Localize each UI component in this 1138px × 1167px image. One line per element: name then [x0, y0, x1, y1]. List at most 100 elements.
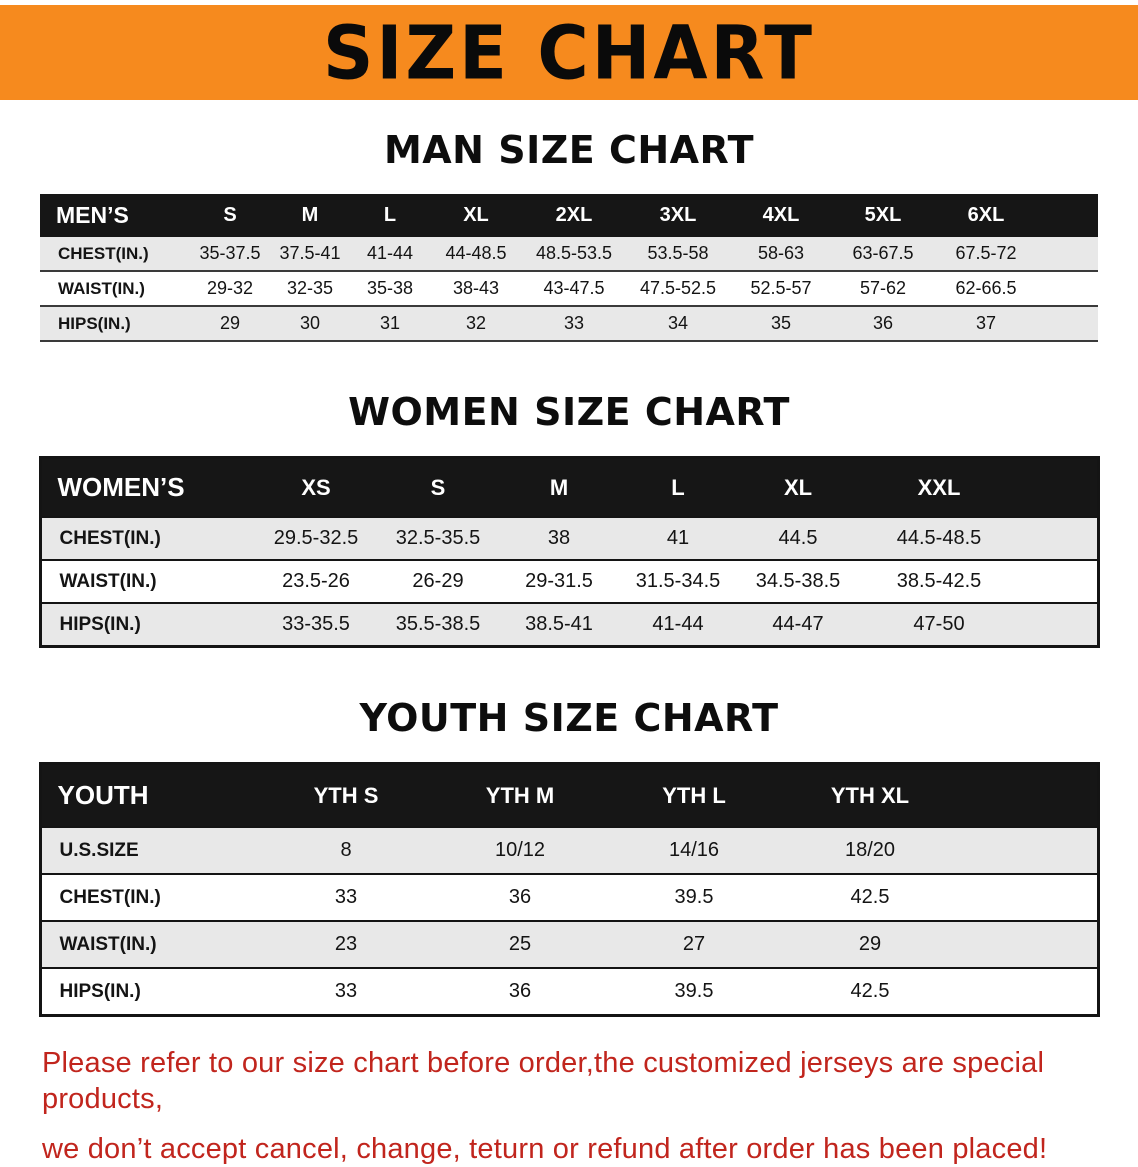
footer-disclaimer: Please refer to our size chart before or…	[42, 1045, 1138, 1167]
men-size-table: MEN’S S M L XL 2XL 3XL 4XL 5XL 6XL CHEST…	[40, 194, 1098, 342]
size-header-cell: 5XL	[832, 194, 934, 237]
size-value-cell: 39.5	[608, 967, 780, 1016]
filler-cell	[1019, 559, 1098, 603]
size-header-cell: S	[377, 457, 499, 517]
size-value-cell: 35-38	[350, 271, 430, 307]
size-value-cell: 41-44	[350, 237, 430, 272]
filler-cell	[1019, 602, 1098, 647]
filler-cell	[1019, 457, 1098, 517]
size-value-cell: 36	[432, 967, 608, 1016]
size-value-cell: 58-63	[730, 237, 832, 272]
filler-cell	[1038, 306, 1098, 342]
size-value-cell: 67.5-72	[934, 237, 1038, 272]
size-value-cell: 47.5-52.5	[626, 271, 730, 307]
size-header-cell: S	[190, 194, 270, 237]
size-value-cell: 29-32	[190, 271, 270, 307]
women-table-header-row: WOMEN’S XS S M L XL XXL	[40, 457, 1098, 517]
filler-cell	[1019, 516, 1098, 560]
size-value-cell: 39.5	[608, 873, 780, 921]
size-value-cell: 36	[432, 873, 608, 921]
size-value-cell: 29-31.5	[499, 559, 619, 603]
size-header-cell: YTH L	[608, 763, 780, 827]
filler-cell	[1038, 194, 1098, 237]
size-value-cell: 33	[522, 306, 626, 342]
women-hips-row: HIPS(IN.) 33-35.5 35.5-38.5 38.5-41 41-4…	[40, 602, 1098, 647]
size-value-cell: 34.5-38.5	[737, 559, 859, 603]
size-value-cell: 44-47	[737, 602, 859, 647]
filler-cell	[960, 967, 1098, 1016]
men-table-header-row: MEN’S S M L XL 2XL 3XL 4XL 5XL 6XL	[40, 194, 1098, 237]
men-hips-row: HIPS(IN.) 29 30 31 32 33 34 35 36 37	[40, 306, 1098, 342]
size-value-cell: 33-35.5	[255, 602, 377, 647]
size-value-cell: 26-29	[377, 559, 499, 603]
size-value-cell: 47-50	[859, 602, 1019, 647]
row-label-cell: WAIST(IN.)	[40, 920, 260, 968]
row-label-cell: U.S.SIZE	[40, 826, 260, 874]
row-label-cell: HIPS(IN.)	[40, 306, 190, 342]
size-value-cell: 57-62	[832, 271, 934, 307]
size-header-cell: M	[499, 457, 619, 517]
size-value-cell: 38	[499, 516, 619, 560]
men-chest-row: CHEST(IN.) 35-37.5 37.5-41 41-44 44-48.5…	[40, 237, 1098, 272]
size-value-cell: 31	[350, 306, 430, 342]
table-label-header: MEN’S	[40, 194, 190, 237]
disclaimer-line: we don’t accept cancel, change, teturn o…	[42, 1132, 1048, 1165]
size-header-cell: L	[350, 194, 430, 237]
size-value-cell: 29.5-32.5	[255, 516, 377, 560]
disclaimer-line: Please refer to our size chart before or…	[42, 1047, 1045, 1116]
row-label-cell: WAIST(IN.)	[40, 271, 190, 307]
size-value-cell: 63-67.5	[832, 237, 934, 272]
filler-cell	[960, 873, 1098, 921]
row-label-cell: CHEST(IN.)	[40, 516, 255, 560]
size-header-cell: YTH XL	[780, 763, 960, 827]
size-value-cell: 18/20	[780, 826, 960, 874]
size-value-cell: 29	[190, 306, 270, 342]
size-value-cell: 41	[619, 516, 737, 560]
size-chart-banner: SIZE CHART	[0, 5, 1138, 100]
size-value-cell: 42.5	[780, 873, 960, 921]
women-size-table: WOMEN’S XS S M L XL XXL CHEST(IN.) 29.5-…	[38, 456, 1100, 648]
size-header-cell: 3XL	[626, 194, 730, 237]
men-waist-row: WAIST(IN.) 29-32 32-35 35-38 38-43 43-47…	[40, 271, 1098, 307]
size-header-cell: XL	[737, 457, 859, 517]
women-size-chart-heading: WOMEN SIZE CHART	[348, 390, 790, 434]
size-value-cell: 35-37.5	[190, 237, 270, 272]
size-value-cell: 10/12	[432, 826, 608, 874]
size-value-cell: 62-66.5	[934, 271, 1038, 307]
size-value-cell: 32	[430, 306, 522, 342]
women-waist-row: WAIST(IN.) 23.5-26 26-29 29-31.5 31.5-34…	[40, 559, 1098, 603]
size-value-cell: 33	[260, 873, 432, 921]
size-value-cell: 33	[260, 967, 432, 1016]
size-value-cell: 42.5	[780, 967, 960, 1016]
youth-hips-row: HIPS(IN.) 33 36 39.5 42.5	[40, 967, 1098, 1016]
size-value-cell: 25	[432, 920, 608, 968]
size-header-cell: 2XL	[522, 194, 626, 237]
row-label-cell: CHEST(IN.)	[40, 873, 260, 921]
size-value-cell: 27	[608, 920, 780, 968]
filler-cell	[960, 920, 1098, 968]
size-value-cell: 35	[730, 306, 832, 342]
size-header-cell: XL	[430, 194, 522, 237]
row-label-cell: HIPS(IN.)	[40, 602, 255, 647]
size-value-cell: 23.5-26	[255, 559, 377, 603]
women-chest-row: CHEST(IN.) 29.5-32.5 32.5-35.5 38 41 44.…	[40, 516, 1098, 560]
men-size-chart-heading: MAN SIZE CHART	[383, 128, 755, 172]
size-value-cell: 38-43	[430, 271, 522, 307]
row-label-cell: WAIST(IN.)	[40, 559, 255, 603]
size-value-cell: 48.5-53.5	[522, 237, 626, 272]
size-value-cell: 37	[934, 306, 1038, 342]
size-value-cell: 29	[780, 920, 960, 968]
size-value-cell: 30	[270, 306, 350, 342]
size-value-cell: 44.5-48.5	[859, 516, 1019, 560]
size-header-cell: YTH S	[260, 763, 432, 827]
size-value-cell: 52.5-57	[730, 271, 832, 307]
table-label-header: YOUTH	[40, 763, 260, 827]
youth-waist-row: WAIST(IN.) 23 25 27 29	[40, 920, 1098, 968]
size-value-cell: 41-44	[619, 602, 737, 647]
size-value-cell: 44.5	[737, 516, 859, 560]
size-value-cell: 37.5-41	[270, 237, 350, 272]
size-header-cell: M	[270, 194, 350, 237]
size-value-cell: 38.5-41	[499, 602, 619, 647]
youth-size-chart-heading: YOUTH SIZE CHART	[359, 696, 779, 740]
youth-us-size-row: U.S.SIZE 8 10/12 14/16 18/20	[40, 826, 1098, 874]
